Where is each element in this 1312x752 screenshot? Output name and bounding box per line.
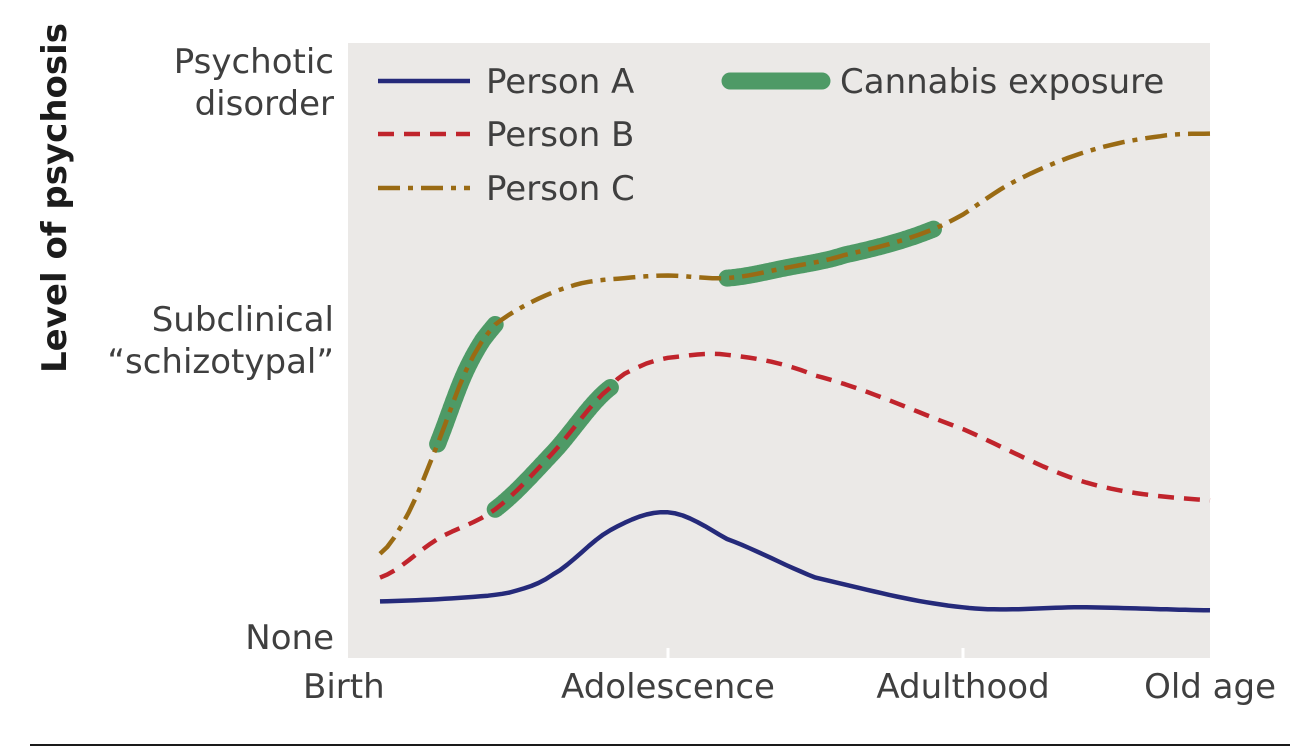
legend-label: Person A bbox=[486, 62, 634, 102]
series-layer bbox=[378, 131, 1211, 613]
x-tick-label: Adulthood bbox=[876, 667, 1049, 707]
legend-item: Person A bbox=[378, 62, 634, 102]
legend-label: Person C bbox=[486, 169, 635, 209]
y-tick-label: Psychotic bbox=[174, 42, 334, 82]
y-tick-label: None bbox=[245, 618, 334, 658]
y-tick-label: disorder bbox=[195, 84, 334, 124]
legend: Person A Person B Person C Cannabis exposur… bbox=[378, 62, 1164, 209]
y-tick-label: Subclinical bbox=[152, 300, 334, 340]
series-line-person-b bbox=[379, 351, 1211, 580]
series-line-person-a bbox=[379, 509, 1211, 613]
x-tick-label: Birth bbox=[303, 667, 385, 707]
x-tick-label: Old age bbox=[1144, 667, 1276, 707]
x-tick-labels: Birth Adolescence Adulthood Old age bbox=[303, 667, 1276, 707]
y-axis-label: Level of psychosis bbox=[35, 23, 75, 373]
legend-label: Cannabis exposure bbox=[840, 62, 1164, 102]
legend-item: Cannabis exposure bbox=[721, 62, 1164, 102]
legend-item: Person B bbox=[378, 115, 634, 155]
legend-label: Person B bbox=[486, 115, 634, 155]
plot-area bbox=[348, 43, 1210, 658]
tick-marks bbox=[666, 648, 965, 658]
y-tick-labels: None Subclinical“schizotypal” Psychoticdis… bbox=[107, 42, 334, 658]
series-line-person-c bbox=[378, 131, 1211, 556]
y-tick-label: “schizotypal” bbox=[107, 342, 334, 382]
legend-item: Person C bbox=[378, 169, 635, 209]
x-tick-label: Adolescence bbox=[561, 667, 775, 707]
